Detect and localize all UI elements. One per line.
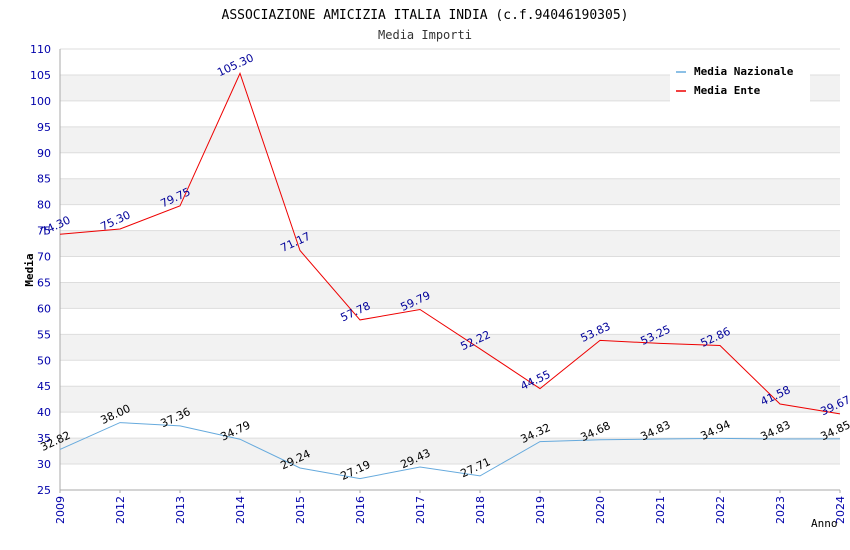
series-line-media-ente	[59, 72, 841, 415]
x-tick-label: 2023	[774, 496, 787, 524]
series-lines	[59, 72, 841, 480]
y-tick-label: 95	[37, 121, 51, 134]
y-tick-label: 70	[37, 251, 51, 264]
grid-band	[60, 230, 840, 257]
x-tick-label: 2016	[354, 496, 367, 524]
background-bands	[60, 74, 840, 465]
legend-box	[670, 61, 810, 103]
x-axis-ticks: 2009 2012 2013 2014 2015 2016 2017 2018 2019 2020…	[54, 490, 847, 524]
y-tick-label: 60	[37, 302, 51, 315]
x-tick-label: 2017	[414, 496, 427, 524]
x-tick-label: 2024	[834, 496, 847, 524]
chart-subtitle: Media Importi	[378, 28, 472, 42]
chart-title: ASSOCIAZIONE AMICIZIA ITALIA INDIA (c.f.…	[222, 8, 629, 23]
x-tick-label: 2021	[654, 496, 667, 524]
grid-band	[60, 282, 840, 309]
y-tick-label: 65	[37, 276, 51, 289]
grid-band	[60, 334, 840, 361]
grid-band	[60, 438, 840, 465]
y-tick-label: 110	[30, 43, 51, 56]
x-tick-label: 2020	[594, 496, 607, 524]
y-tick-label: 105	[30, 69, 51, 82]
x-axis-label: Anno	[811, 517, 838, 530]
x-tick-label: 2013	[174, 496, 187, 524]
y-axis-ticks: 25 30 35 40 45 50 55 60 65 70 75 80 85 90 95 100 105 110	[30, 43, 51, 497]
y-tick-label: 35	[37, 432, 51, 445]
x-tick-label: 2015	[294, 496, 307, 524]
x-tick-label: 2019	[534, 496, 547, 524]
y-tick-label: 90	[37, 147, 51, 160]
x-tick-label: 2018	[474, 496, 487, 524]
gridlines	[60, 48, 840, 491]
y-axis-label: Media	[23, 253, 36, 286]
y-tick-label: 30	[37, 458, 51, 471]
x-tick-label: 2014	[234, 496, 247, 524]
legend: Media Nazionale Media Ente	[670, 61, 810, 103]
legend-label-media-nazionale: Media Nazionale	[694, 65, 794, 78]
x-tick-label: 2009	[54, 496, 67, 524]
grid-band	[60, 126, 840, 153]
y-tick-label: 40	[37, 406, 51, 419]
grid-band	[60, 386, 840, 413]
y-tick-label: 85	[37, 173, 51, 186]
legend-label-media-ente: Media Ente	[694, 84, 761, 97]
x-tick-label: 2022	[714, 496, 727, 524]
series-line-media-nazionale	[59, 422, 841, 480]
y-tick-label: 50	[37, 354, 51, 367]
y-tick-label: 45	[37, 380, 51, 393]
y-tick-label: 75	[37, 225, 51, 238]
x-tick-label: 2012	[114, 496, 127, 524]
y-tick-label: 80	[37, 199, 51, 212]
y-tick-label: 25	[37, 484, 51, 497]
y-tick-label: 55	[37, 328, 51, 341]
axes	[59, 49, 840, 491]
y-tick-label: 100	[30, 95, 51, 108]
